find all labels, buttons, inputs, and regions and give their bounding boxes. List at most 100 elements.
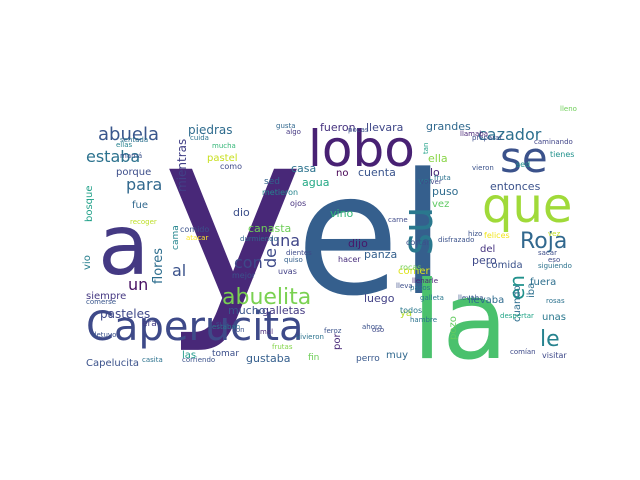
cloud-word: rocas — [400, 263, 421, 272]
cloud-word: cama — [171, 225, 181, 250]
cloud-word: comida — [486, 260, 523, 271]
cloud-word: preparar — [472, 134, 502, 142]
cloud-word: llevara — [366, 121, 403, 134]
cloud-word: algo — [286, 128, 301, 136]
cloud-word: todos — [400, 306, 422, 315]
cloud-word: muy — [386, 350, 408, 361]
cloud-word: una — [270, 231, 300, 250]
cloud-word: caminando — [534, 138, 573, 146]
cloud-word: con — [234, 253, 263, 272]
cloud-word: abuela — [98, 124, 159, 145]
cloud-word: mamá — [120, 152, 142, 160]
cloud-word: tomar — [212, 349, 239, 359]
cloud-word: oso — [372, 326, 384, 334]
cloud-word: vino — [330, 207, 354, 220]
cloud-word: las — [182, 350, 196, 361]
cloud-word: el — [296, 137, 446, 333]
cloud-word: comer — [398, 266, 431, 277]
cloud-word: entonces — [490, 180, 541, 193]
cloud-word: tienes — [550, 150, 574, 159]
cloud-word: perro — [356, 354, 380, 364]
cloud-word: del — [480, 244, 495, 255]
cloud-word: recoger — [130, 218, 157, 226]
cloud-word: grandes — [426, 120, 471, 133]
cloud-word: ella — [428, 152, 448, 165]
cloud-word: ahora — [362, 323, 382, 331]
cloud-word: lleva — [396, 282, 413, 290]
cloud-word: bosque — [84, 185, 95, 222]
cloud-word: quiso — [284, 256, 303, 264]
cloud-word: la — [412, 259, 508, 384]
cloud-word: que — [482, 178, 572, 234]
cloud-word: sed — [264, 177, 280, 187]
cloud-word: estaba — [86, 147, 140, 166]
cloud-word: para — [126, 175, 162, 194]
cloud-word: mejor — [232, 271, 256, 280]
cloud-word: canasta — [248, 222, 291, 235]
cloud-word: flores — [151, 248, 166, 284]
cloud-word: era — [142, 319, 157, 329]
cloud-word: frutas — [272, 343, 293, 351]
cloud-word: casa — [291, 162, 316, 175]
cloud-word: mucho — [228, 304, 266, 317]
cloud-word: al — [172, 261, 186, 280]
cloud-word: hizo — [468, 230, 482, 238]
cloud-word: vio — [82, 255, 93, 270]
cloud-word: gustaba — [246, 352, 290, 365]
cloud-word: unas — [542, 312, 566, 323]
cloud-word: detuvo — [92, 331, 116, 339]
cloud-word: le — [540, 327, 560, 352]
cloud-word: y — [162, 77, 304, 357]
cloud-word: pasos — [410, 284, 431, 292]
cloud-word: sentada — [120, 136, 148, 144]
cloud-word: tan — [422, 143, 430, 154]
cloud-word: piedras — [188, 123, 233, 137]
cloud-word: cortar — [406, 238, 431, 247]
cloud-word: pastel — [207, 153, 238, 164]
cloud-word: Roja — [520, 229, 567, 254]
cloud-word: ver — [418, 177, 433, 187]
cloud-word: llenarle — [412, 277, 438, 285]
cloud-word: despertar — [500, 312, 534, 320]
cloud-word: pasteles — [100, 307, 150, 321]
cloud-word: llamaba — [460, 130, 488, 138]
cloud-word: vivieron — [296, 333, 324, 341]
cloud-word: fuera — [530, 277, 556, 288]
cloud-word: hambre — [410, 316, 437, 324]
cloud-word: sus — [216, 320, 228, 328]
cloud-word: como — [220, 162, 242, 171]
cloud-word: en — [505, 275, 529, 300]
cloud-word: un — [128, 275, 148, 294]
cloud-word: de — [261, 248, 280, 268]
cloud-word: Caperucita — [86, 304, 304, 350]
cloud-word: llevaba — [468, 295, 504, 306]
cloud-word: pero — [472, 254, 497, 267]
cloud-word: Capelucita — [86, 358, 139, 369]
cloud-word: rosas — [546, 297, 565, 305]
cloud-word: pozo — [448, 316, 459, 340]
cloud-word: disfrazado — [438, 236, 474, 244]
cloud-word: galleta — [420, 294, 444, 302]
cloud-word: lleno — [560, 105, 577, 113]
cloud-word: mucha — [212, 142, 236, 150]
cloud-word: volver — [420, 178, 442, 186]
cloud-word: visitar — [542, 351, 567, 360]
cloud-word: feroz — [324, 327, 342, 335]
cloud-word: no — [336, 168, 348, 179]
cloud-word: gusta — [276, 122, 296, 130]
cloud-word: fruta — [434, 174, 451, 182]
cloud-word: carne — [388, 216, 408, 224]
cloud-word: cuando — [512, 285, 523, 322]
cloud-word: hacer — [338, 255, 361, 264]
cloud-word: siguiendo — [538, 262, 572, 270]
cloud-word: ya — [400, 308, 412, 319]
cloud-word: atacar — [186, 234, 208, 242]
cloud-word: lobo — [308, 120, 415, 178]
cloud-word: llevaba — [458, 294, 483, 302]
cloud-word: mal — [260, 328, 273, 336]
cloud-word: fin — [308, 353, 319, 363]
cloud-word: dijo — [348, 237, 368, 250]
cloud-word: sed — [516, 160, 530, 169]
cloud-word: su — [393, 206, 442, 255]
